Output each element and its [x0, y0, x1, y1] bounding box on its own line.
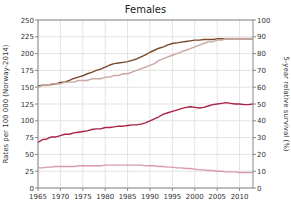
y-tick [35, 20, 38, 21]
y-tick-label: 100 [21, 117, 34, 125]
y-tick-label: 75 [25, 134, 34, 142]
y2-tick [253, 120, 256, 121]
title: Females [125, 4, 166, 15]
grid-line [127, 20, 128, 188]
y-tick-label: 25 [25, 168, 34, 176]
x-tick-label: 2000 [186, 193, 204, 201]
y2-tick-label: 30 [257, 134, 266, 142]
y2-tick-label: 80 [257, 50, 266, 58]
grid-line [60, 20, 61, 188]
y-tick [35, 36, 38, 37]
y-tick-label: 150 [21, 84, 34, 92]
y-tick [35, 154, 38, 155]
x-tick-label: 2010 [231, 193, 249, 201]
x-tick [105, 188, 106, 191]
y-tick [35, 137, 38, 138]
y2-tick [253, 104, 256, 105]
y-tick-label: 125 [21, 101, 34, 109]
y-tick-label: 0 [30, 185, 34, 193]
grid-line [38, 87, 253, 88]
grid-line [38, 137, 253, 138]
y2-tick [253, 137, 256, 138]
y2-tick-label: 90 [257, 33, 266, 41]
x-tick [172, 188, 173, 191]
grid-line [82, 20, 83, 188]
y-tick [35, 53, 38, 54]
x-tick [194, 188, 195, 191]
y2-tick-label: 100 [257, 17, 270, 25]
grid-line [105, 20, 106, 188]
x-tick [217, 188, 218, 191]
y-tick-label: 250 [21, 17, 34, 25]
x-tick [60, 188, 61, 191]
plot-frame [38, 20, 253, 188]
grid-line [172, 20, 173, 188]
y2-axis-label: 5-year relative survival (%) [282, 56, 290, 151]
grid-line [38, 53, 253, 54]
x-tick-label: 1985 [119, 193, 137, 201]
y2-tick-label: 0 [257, 185, 261, 193]
y2-tick [253, 36, 256, 37]
grid [38, 20, 253, 188]
y-axis-label: Rates per 100 000 (Norway-2014) [2, 44, 10, 163]
series-line [38, 39, 253, 86]
x-tick-label: 1980 [96, 193, 114, 201]
x-tick-label: 1995 [163, 193, 181, 201]
y2-tick [253, 171, 256, 172]
y2-tick-label: 50 [257, 101, 266, 109]
y-tick [35, 87, 38, 88]
y2-tick [253, 87, 256, 88]
y2-tick-label: 20 [257, 151, 266, 159]
series-line [38, 38, 253, 87]
y-tick-label: 200 [21, 50, 34, 58]
x-tick-label: 1990 [141, 193, 159, 201]
grid-line [38, 154, 253, 155]
y2-tick [253, 70, 256, 71]
y-tick [35, 104, 38, 105]
y-tick-label: 50 [25, 151, 34, 159]
x-tick-label: 1965 [29, 193, 47, 201]
series-line [38, 165, 253, 172]
y-tick-label: 175 [21, 67, 34, 75]
x-tick [239, 188, 240, 191]
y-tick [35, 188, 38, 189]
grid-line [38, 70, 253, 71]
y2-tick [253, 20, 256, 21]
y2-tick-label: 60 [257, 84, 266, 92]
x-tick [149, 188, 150, 191]
grid-line [38, 120, 253, 121]
y2-tick-label: 70 [257, 67, 266, 75]
chart: 1965197019751980198519901995200020052010… [0, 0, 291, 206]
grid-line [149, 20, 150, 188]
y2-tick [253, 188, 256, 189]
y-tick [35, 171, 38, 172]
y-tick [35, 70, 38, 71]
y2-tick [253, 154, 256, 155]
y2-tick-label: 40 [257, 117, 266, 125]
x-tick-label: 2005 [208, 193, 226, 201]
x-tick [127, 188, 128, 191]
lines [38, 38, 253, 172]
y2-tick-label: 10 [257, 168, 266, 176]
grid-line [194, 20, 195, 188]
y-tick [35, 120, 38, 121]
series-line [38, 103, 253, 143]
y-tick-label: 225 [21, 33, 34, 41]
grid-line [38, 36, 253, 37]
x-tick-label: 1975 [74, 193, 92, 201]
y2-tick [253, 53, 256, 54]
x-tick [82, 188, 83, 191]
x-tick-label: 1970 [51, 193, 69, 201]
